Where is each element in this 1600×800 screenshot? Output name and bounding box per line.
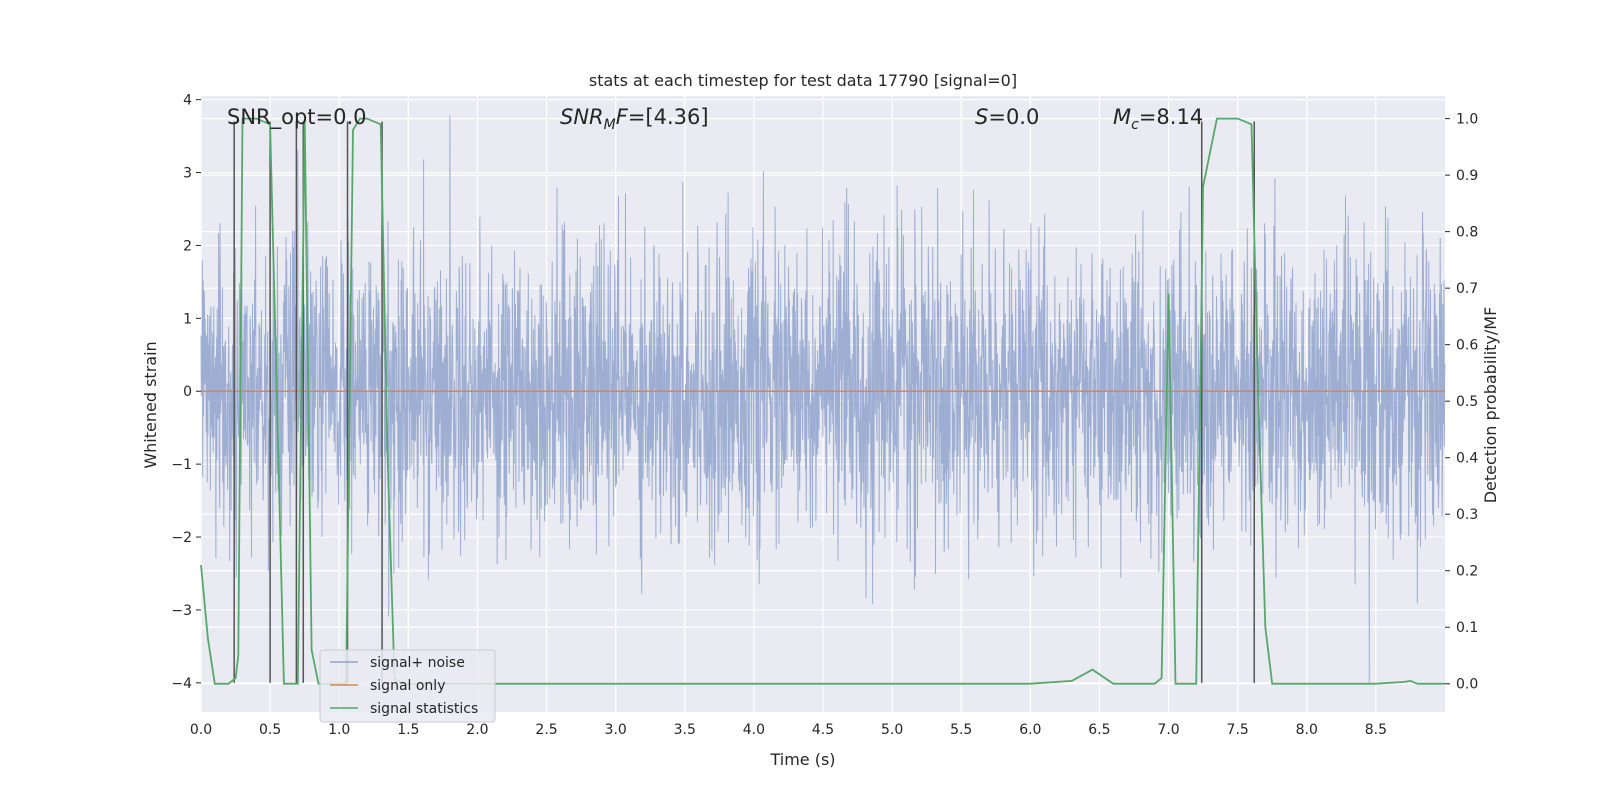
x-tick-label: 0.5 [259, 722, 281, 738]
chart-title: stats at each timestep for test data 177… [589, 71, 1017, 90]
x-tick-label: 1.5 [397, 722, 419, 738]
legend-label-signal-statistics: signal statistics [370, 701, 478, 717]
y-tick-label: 0 [183, 384, 192, 400]
x-tick-label: 5.0 [881, 722, 903, 738]
y-tick-label: 3 [183, 166, 192, 182]
y-tick-label: −1 [171, 457, 192, 473]
legend-label-signal-noise: signal+ noise [370, 655, 465, 671]
x-tick-label: 4.5 [812, 722, 834, 738]
y2-tick-label: 0.2 [1456, 564, 1478, 580]
y2-axis-label: Detection probability/MF [1481, 307, 1500, 504]
legend-box [319, 649, 496, 723]
x-tick-label: 5.5 [950, 722, 972, 738]
y2-tick-label: 0.9 [1456, 168, 1478, 184]
x-tick-label: 6.0 [1019, 722, 1041, 738]
x-tick-label: 1.0 [328, 722, 350, 738]
x-tick-label: 8.0 [1296, 722, 1318, 738]
y2-tick-label: 1.0 [1456, 112, 1478, 128]
x-tick-label: 7.5 [1227, 722, 1249, 738]
y2-tick-label: 0.6 [1456, 338, 1478, 354]
annotation-snr-opt: SNR_opt=0.0 [227, 105, 367, 130]
x-axis-label: Time (s) [769, 750, 835, 769]
x-tick-label: 0.0 [190, 722, 212, 738]
y-tick-label: −2 [171, 530, 192, 546]
x-tick-label: 3.0 [605, 722, 627, 738]
y-tick-label: −3 [171, 603, 192, 619]
x-tick-label: 7.0 [1157, 722, 1179, 738]
y-tick-label: 2 [183, 238, 192, 254]
y2-tick-label: 0.5 [1456, 394, 1478, 410]
y2-tick-label: 0.4 [1456, 451, 1478, 467]
y-tick-label: −4 [171, 676, 192, 692]
x-tick-label: 2.5 [535, 722, 557, 738]
legend-label-signal-only: signal only [370, 678, 445, 694]
x-tick-label: 8.5 [1365, 722, 1387, 738]
x-tick-label: 6.5 [1088, 722, 1110, 738]
annotation-snr-mf: SNRMF=[4.36] [560, 105, 709, 133]
x-tick-label: 3.5 [674, 722, 696, 738]
annotation-s: S=0.0 [975, 105, 1039, 129]
y2-tick-label: 0.3 [1456, 507, 1478, 523]
y2-tick-label: 0.7 [1456, 281, 1478, 297]
legend: signal+ noise signal only signal statist… [319, 649, 496, 723]
x-tick-label: 2.0 [466, 722, 488, 738]
series-signal-noise [200, 115, 1446, 683]
y2-tick-label: 0.8 [1456, 225, 1478, 241]
annotation-mc: Mc=8.14 [1113, 105, 1203, 133]
x-tick-label: 4.0 [743, 722, 765, 738]
y-tick-label: 1 [183, 311, 192, 327]
y-axis-label: Whitened strain [141, 341, 160, 468]
y2-tick-label: 0.1 [1456, 620, 1478, 636]
y-tick-label: 4 [183, 93, 192, 109]
y2-tick-label: 0.0 [1456, 677, 1478, 693]
